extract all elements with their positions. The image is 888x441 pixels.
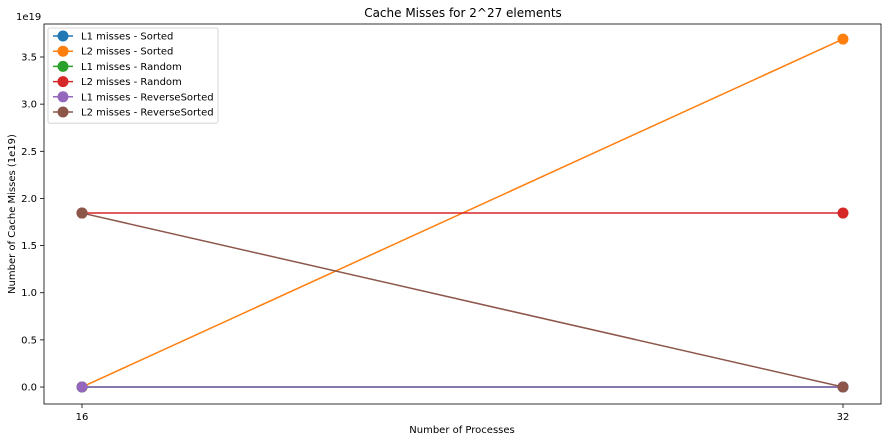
x-tick-label: 16 (76, 412, 89, 423)
y-tick-label: 1.5 (21, 241, 37, 252)
legend-item: L2 misses - ReverseSorted (53, 106, 214, 119)
legend-label: L2 misses - Sorted (81, 47, 173, 58)
y-offset-label: 1e19 (16, 12, 41, 23)
legend-item: L1 misses - ReverseSorted (53, 91, 214, 103)
legend-item: L2 misses - Sorted (53, 45, 173, 58)
series-4 (76, 207, 849, 219)
y-tick-label: 1.0 (21, 288, 37, 299)
legend-label: L1 misses - Sorted (81, 32, 173, 43)
x-tick-label: 32 (837, 412, 850, 423)
legend-marker (57, 60, 69, 72)
legend-label: L2 misses - Random (81, 77, 182, 88)
y-tick-label: 3.5 (21, 53, 37, 64)
y-tick-label: 2.0 (21, 194, 37, 205)
series-6 (76, 207, 849, 393)
legend-box (47, 27, 219, 124)
chart-title: Cache Misses for 2^27 elements (364, 6, 562, 20)
x-axis-label: Number of Processes (409, 425, 514, 436)
legend-label: L1 misses - Random (81, 62, 182, 73)
legend-label: L2 misses - ReverseSorted (81, 108, 214, 119)
data-point (76, 207, 88, 219)
data-point (76, 381, 88, 393)
legend-item: L1 misses - Random (53, 60, 182, 73)
plot-area (76, 33, 849, 393)
legend-marker (57, 45, 69, 57)
legend-marker (57, 30, 69, 42)
legend-marker (57, 91, 69, 103)
y-axis-label: Number of Cache Misses (1e19) (7, 134, 18, 294)
y-tick-label: 3.0 (21, 100, 37, 111)
legend: L1 misses - Sorted L2 misses - Sorted L1 m… (47, 27, 219, 124)
legend-item: L1 misses - Sorted (53, 30, 173, 43)
legend-marker (57, 76, 69, 88)
y-tick-label: 0.5 (21, 335, 37, 346)
legend-marker (57, 106, 69, 118)
data-point (837, 207, 849, 219)
y-tick-label: 2.5 (21, 147, 37, 158)
x-axis: 16 32 (76, 404, 850, 423)
series-5 (76, 381, 849, 393)
legend-label: L1 misses - ReverseSorted (81, 92, 214, 103)
legend-item: L2 misses - Random (53, 76, 182, 88)
data-point (837, 381, 849, 393)
y-tick-label: 0.0 (21, 383, 37, 394)
series-line (81, 212, 844, 388)
y-axis: 0.0 0.5 1.0 1.5 2.0 2.5 3.0 3.5 (21, 53, 44, 394)
plot-frame (43, 23, 882, 405)
data-point (837, 33, 849, 45)
